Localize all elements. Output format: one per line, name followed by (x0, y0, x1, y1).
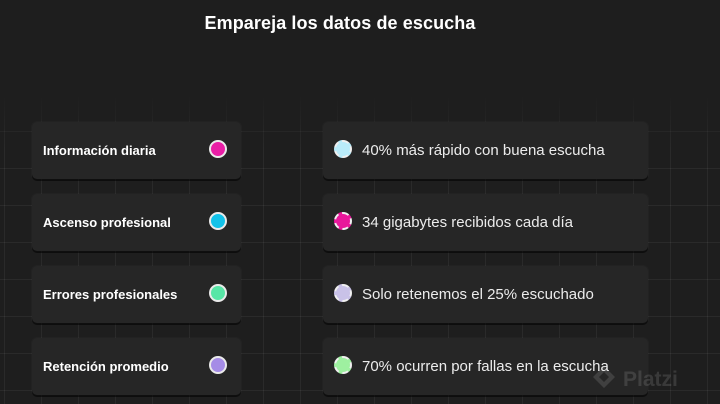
right-card-label: 70% ocurren por fallas en la escucha (362, 358, 609, 375)
page-title: Empareja los datos de escucha (204, 13, 476, 33)
watermark-text: Platzi (623, 368, 678, 391)
right-card-label: 40% más rápido con buena escucha (362, 142, 605, 159)
right-card-40-mas-rapido[interactable]: 40% más rápido con buena escucha (323, 122, 648, 179)
connector-dot-icon[interactable] (209, 140, 227, 158)
platzi-watermark: Platzi (591, 366, 678, 394)
platzi-logo-icon (591, 364, 617, 396)
connector-dot-icon[interactable] (209, 284, 227, 302)
left-card-label: Información diaria (43, 143, 156, 158)
right-card-label: 34 gigabytes recibidos cada día (362, 214, 573, 231)
connector-dot-icon[interactable] (334, 212, 352, 230)
right-card-70-ocurren[interactable]: 70% ocurren por fallas en la escucha (323, 338, 648, 395)
right-card-solo-retenemos-25[interactable]: Solo retenemos el 25% escuchado (323, 266, 648, 323)
left-card-label: Errores profesionales (43, 287, 178, 302)
left-card-ascenso-profesional[interactable]: Ascenso profesional (32, 194, 241, 251)
left-card-informacion-diaria[interactable]: Información diaria (32, 122, 241, 179)
left-card-errores-profesionales[interactable]: Errores profesionales (32, 266, 241, 323)
left-card-label: Ascenso profesional (43, 215, 171, 230)
connector-dot-icon[interactable] (334, 284, 352, 302)
right-card-34-gigabytes[interactable]: 34 gigabytes recibidos cada día (323, 194, 648, 251)
left-card-label: Retención promedio (43, 359, 169, 374)
connector-dot-icon[interactable] (334, 356, 352, 374)
connector-dot-icon[interactable] (209, 356, 227, 374)
connector-dot-icon[interactable] (334, 140, 352, 158)
right-card-label: Solo retenemos el 25% escuchado (362, 286, 594, 303)
left-card-retencion-promedio[interactable]: Retención promedio (32, 338, 241, 395)
connector-dot-icon[interactable] (209, 212, 227, 230)
